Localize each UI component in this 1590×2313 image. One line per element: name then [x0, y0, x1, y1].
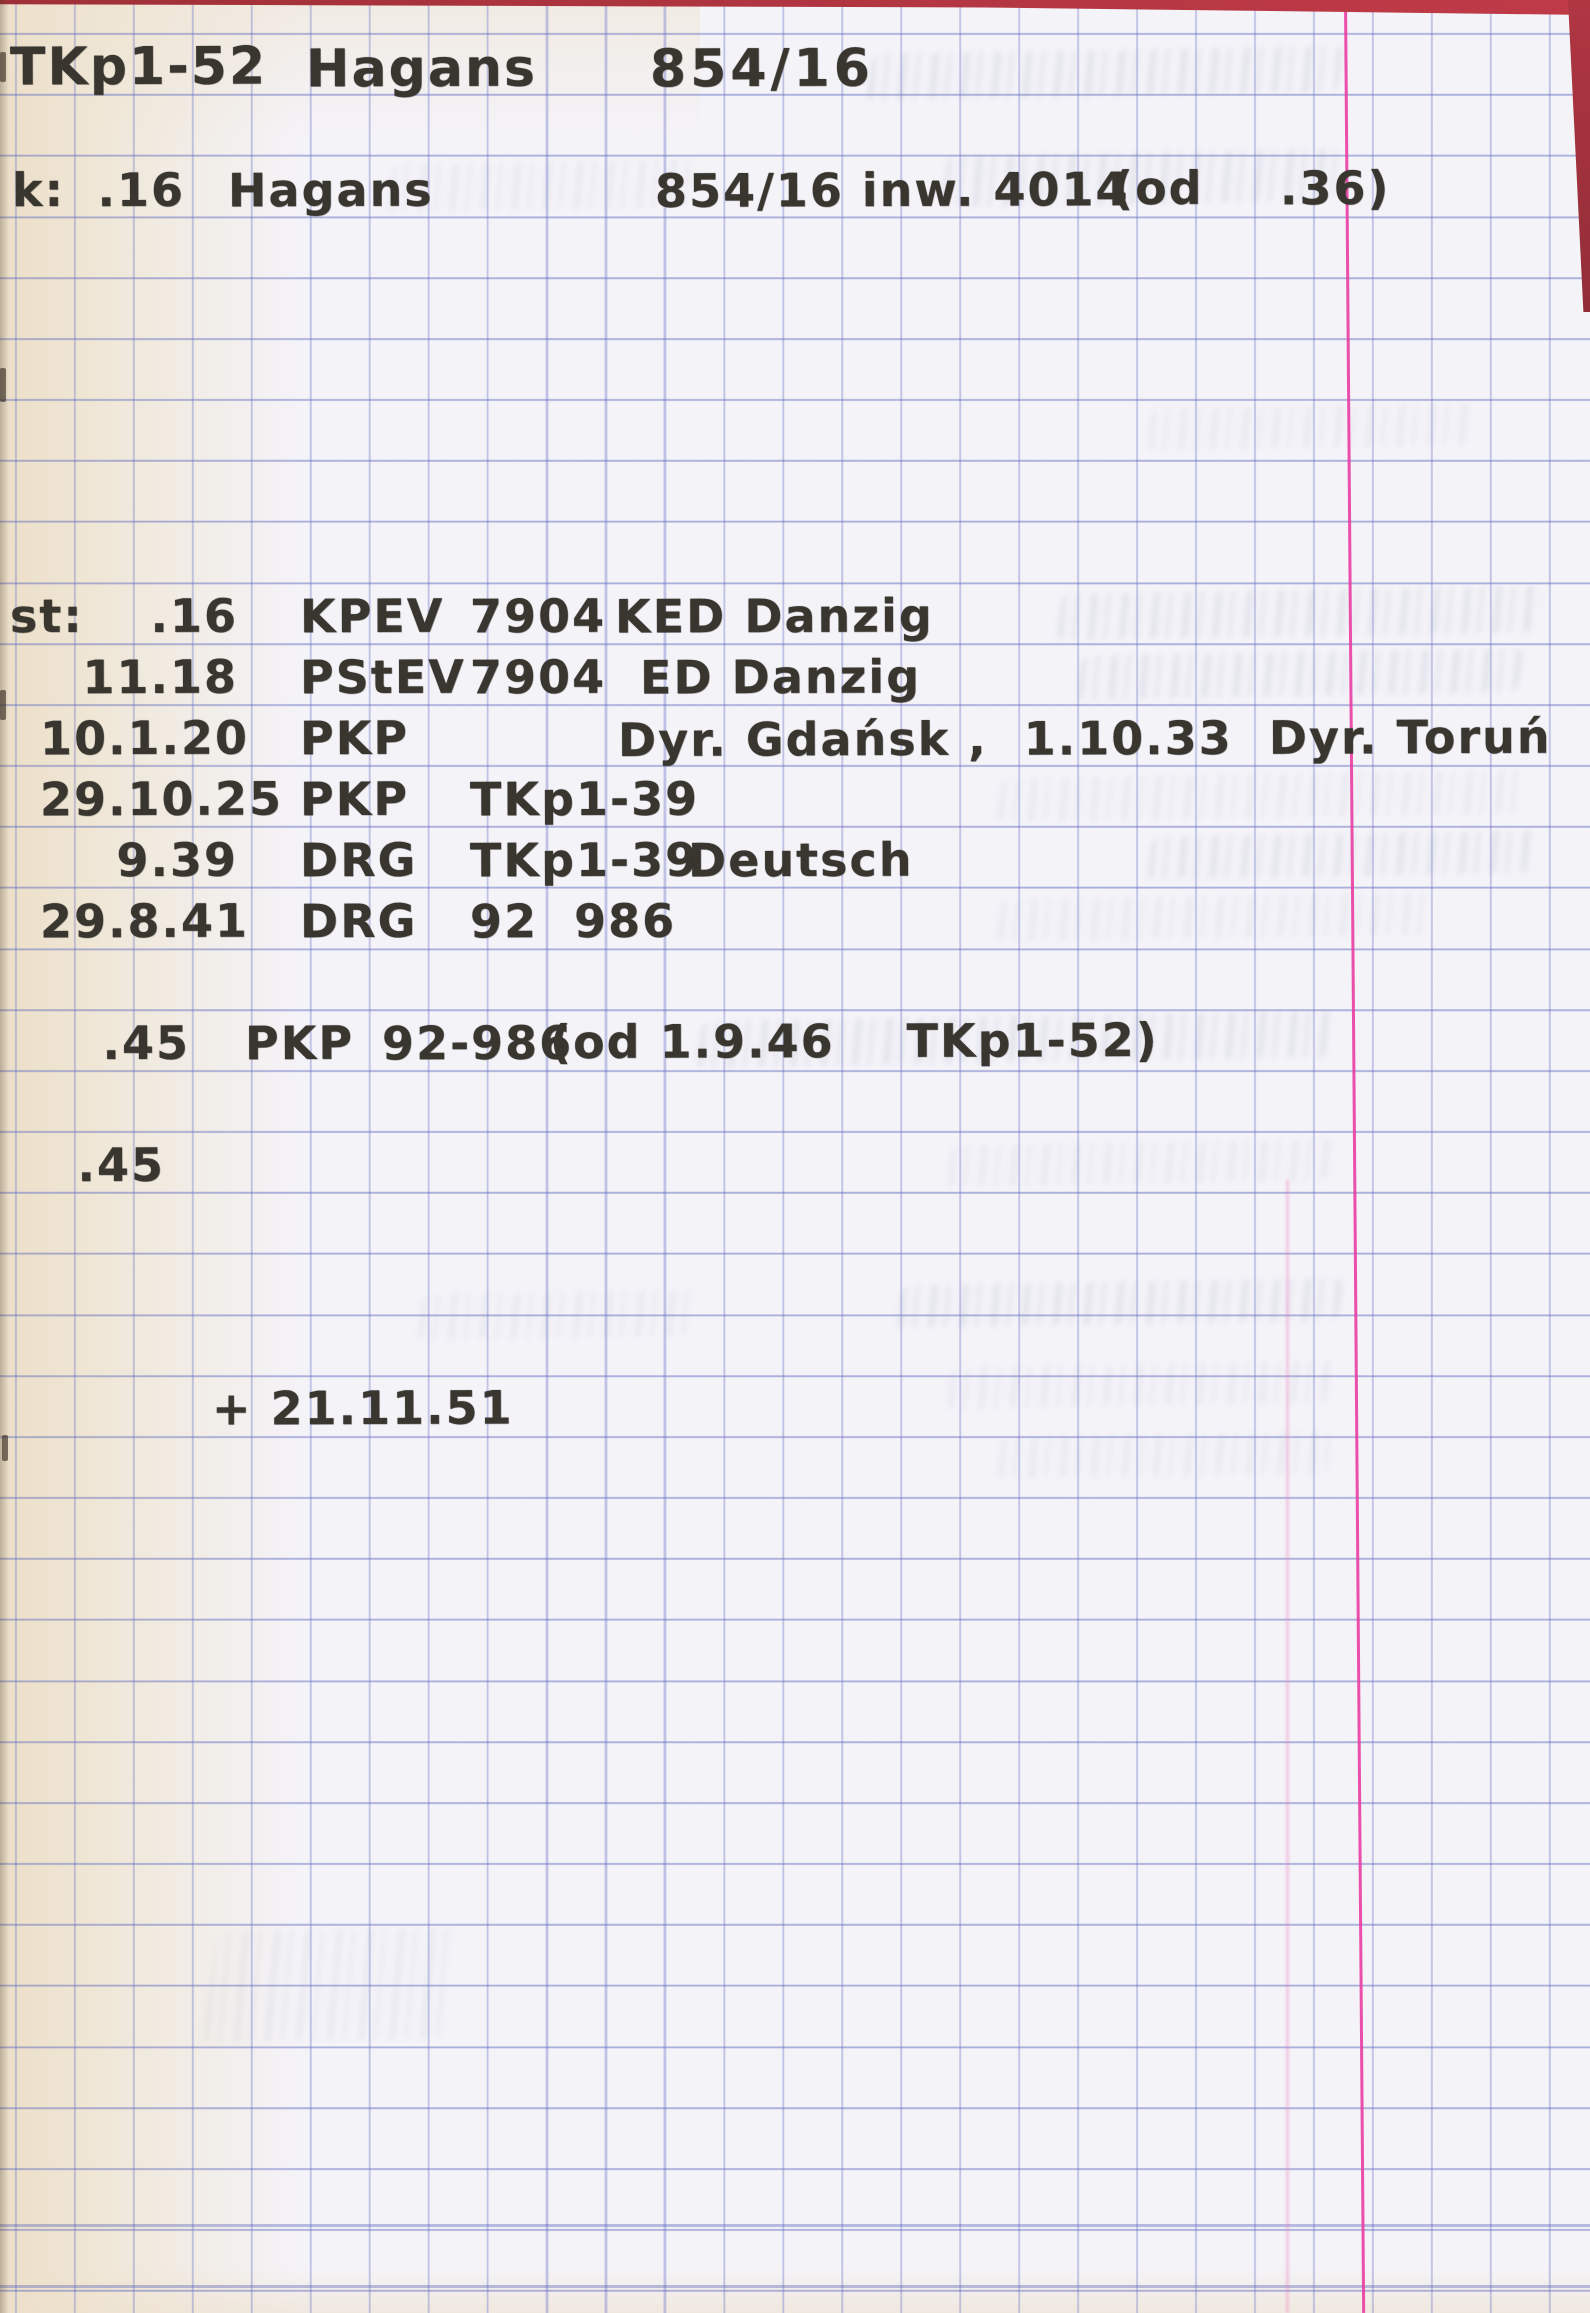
service-owner: PStEV	[299, 649, 466, 705]
boiler-manufacturer: Hagans	[227, 162, 434, 218]
page-edge-mark	[0, 52, 6, 82]
withdrawal-date: + 21.11.51	[211, 1380, 514, 1436]
boiler-note-prefix: (od	[1111, 160, 1204, 216]
service-owner: DRG	[299, 893, 418, 949]
page-left-edge-shadow	[0, 0, 9, 2313]
service-owner: KPEV	[299, 588, 445, 644]
service-owner: PKP	[244, 1015, 355, 1071]
grid-heavy-line	[0, 2285, 1590, 2288]
service-number: 7904	[469, 649, 607, 705]
service-assignment: ED Danzig	[639, 649, 922, 705]
bleed-through-smudge	[866, 45, 1344, 101]
page-edge-mark	[2, 1435, 8, 1461]
bleed-through-smudge	[996, 769, 1524, 823]
bleed-through-smudge	[896, 1278, 1344, 1328]
service-number: TKp1-39	[469, 771, 700, 827]
service-owner: DRG	[299, 832, 418, 888]
service-date: .45	[102, 1015, 191, 1071]
service-owner: PKP	[299, 771, 410, 827]
bleed-through-smudge	[1146, 403, 1474, 451]
boiler-note-value: .36)	[1279, 160, 1391, 216]
grid-heavy-line	[0, 2224, 1590, 2227]
service-number: TKp1-39	[469, 832, 700, 888]
bleed-through-smudge	[1056, 585, 1544, 641]
service-date: .16	[150, 588, 239, 643]
bleed-through-smudge	[1076, 648, 1524, 700]
boiler-works-info: 854/16 inw. 4014	[654, 162, 1130, 218]
service-number: 7904	[469, 588, 607, 644]
service-assignment: Deutsch	[687, 832, 914, 888]
page-edge-mark	[0, 690, 6, 720]
service-date: .45	[77, 1137, 166, 1193]
service-assignment: Dyr. Gdańsk , 1.10.33 Dyr. Toruń (4.39)	[617, 709, 1590, 767]
bleed-through-smudge	[996, 892, 1434, 942]
bleed-through-smudge	[1146, 830, 1534, 880]
service-date: 9.39	[116, 832, 239, 888]
bleed-through-smudge	[946, 1360, 1334, 1410]
service-date: 10.1.20	[39, 710, 250, 766]
service-assignment: KED Danzig	[614, 588, 934, 644]
bleed-through-smudge	[996, 1431, 1334, 1479]
class-designation: TKp1-52	[9, 36, 268, 98]
service-number: 92 986	[469, 893, 677, 949]
margin-line-bleed	[1286, 1180, 1289, 2313]
page-edge-mark	[0, 368, 6, 402]
manufacturer-name: Hagans	[305, 38, 538, 100]
service-assignment: (od 1.9.46 TKp1-52)	[549, 1012, 1159, 1070]
boiler-date: .16	[97, 162, 186, 218]
bleed-through-smudge	[201, 1927, 459, 2043]
service-date: 11.18	[82, 649, 239, 705]
service-date: 29.10.25	[39, 771, 284, 827]
bleed-through-smudge	[946, 1138, 1334, 1188]
service-number: 92-986	[381, 1015, 574, 1071]
service-owner: PKP	[299, 710, 410, 766]
service-date: 29.8.41	[39, 893, 250, 949]
works-number: 854/16	[649, 38, 875, 100]
bleed-through-smudge	[416, 1289, 694, 1341]
